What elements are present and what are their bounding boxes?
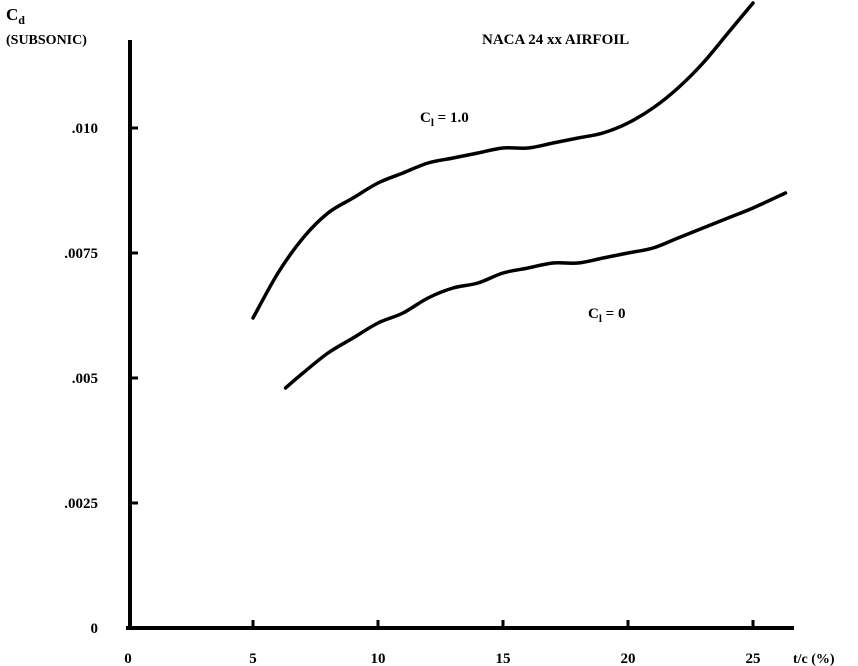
- x-tick-label-15: 15: [496, 651, 511, 666]
- curves-layer: [251, 1, 788, 390]
- x-tick-label-20: 20: [621, 651, 636, 666]
- curve-label-cl-1: Cl = 1.0: [420, 110, 469, 129]
- y-tick-label-.010: .010: [72, 121, 98, 137]
- y-axis-label-note: (SUBSONIC): [6, 33, 87, 48]
- curve-label-cl-1-sub: l: [431, 117, 434, 129]
- x-tick-label-25: 25: [746, 651, 761, 666]
- chart-title: NACA 24 xx AIRFOIL: [482, 32, 629, 48]
- x-tick-label-0: 0: [124, 651, 132, 666]
- curve-label-cl-0-main: C: [588, 306, 599, 322]
- y-axis-label-sub: d: [18, 13, 25, 27]
- curve-label-cl-0-sub: l: [599, 313, 602, 325]
- y-tick-label-.0075: .0075: [64, 246, 98, 262]
- curve-label-cl-1-main: C: [420, 110, 431, 126]
- series-line-cl-1: [251, 1, 755, 320]
- ticks-layer: 0 5 10 15 20 25 0 .0025 .005 .0075 .010: [64, 121, 760, 666]
- x-tick-label-5: 5: [249, 651, 257, 666]
- curve-label-cl-0: Cl = 0: [588, 306, 625, 325]
- y-axis-label: Cd: [6, 5, 25, 27]
- x-tick-label-10: 10: [371, 651, 386, 666]
- x-axis-label: t/c (%): [793, 652, 835, 666]
- curve-label-cl-1-value: = 1.0: [434, 110, 469, 126]
- y-tick-label-.005: .005: [72, 371, 98, 387]
- series-line-cl-0: [283, 191, 788, 390]
- y-tick-label-0: 0: [91, 621, 99, 637]
- y-axis-label-main: C: [6, 5, 18, 24]
- curve-label-cl-0-value: = 0: [602, 306, 626, 322]
- y-tick-label-.0025: .0025: [64, 496, 98, 512]
